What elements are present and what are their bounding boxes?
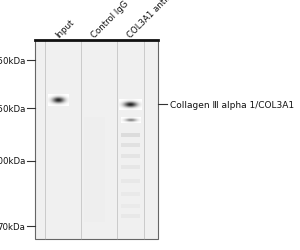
Text: Control IgG: Control IgG [90,0,130,40]
Bar [121,166,140,170]
Bar [121,133,140,137]
Text: 250kDa: 250kDa [0,57,26,66]
Bar [121,154,140,158]
Bar [121,179,140,183]
Text: 150kDa: 150kDa [0,104,26,113]
Bar [34,41,158,239]
Text: Input: Input [54,18,76,40]
Bar [121,214,140,218]
Bar [121,204,140,208]
Text: 100kDa: 100kDa [0,157,26,166]
Bar [121,192,140,196]
Text: Collagen Ⅲ alpha 1/COL3A1: Collagen Ⅲ alpha 1/COL3A1 [169,100,294,110]
Text: 70kDa: 70kDa [0,222,26,231]
Text: COL3A1 antibody: COL3A1 antibody [126,0,185,40]
Bar [84,118,105,222]
Bar [121,143,140,147]
